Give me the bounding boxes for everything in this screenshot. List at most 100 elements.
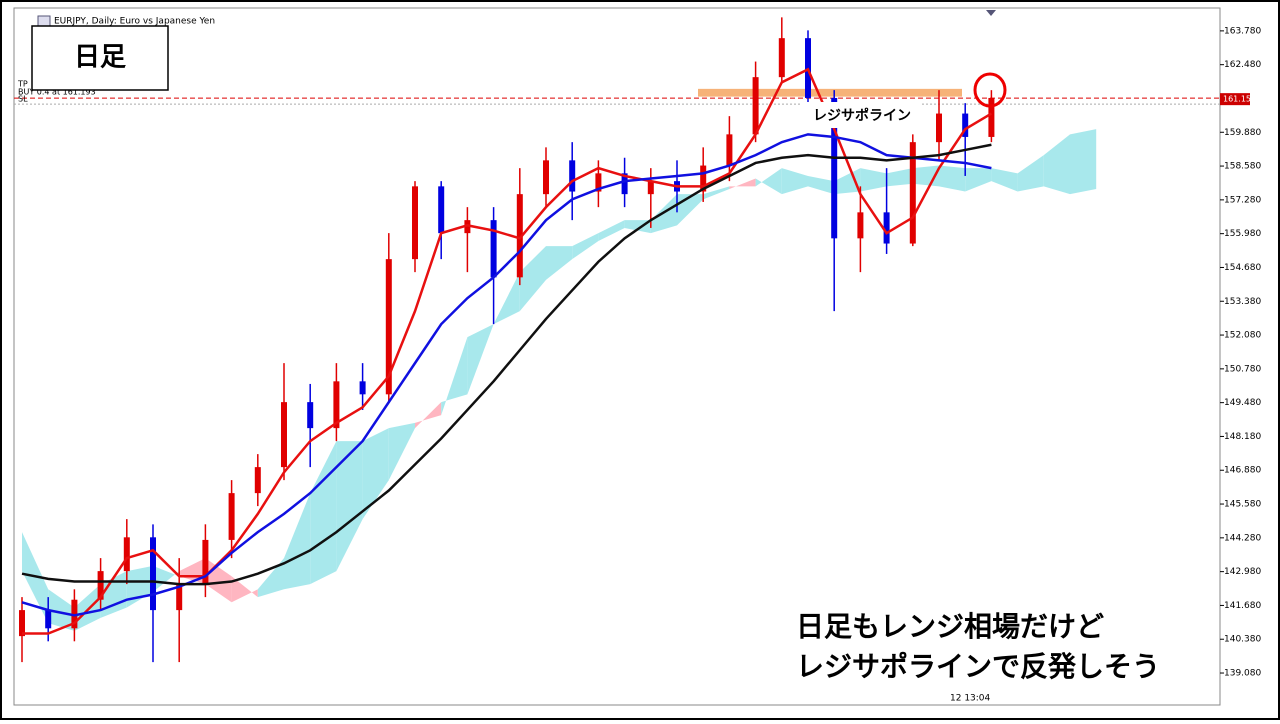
cloud-segment (572, 233, 599, 260)
y-tick-label: 152.080 (1224, 331, 1261, 341)
cloud-segment (1017, 155, 1044, 192)
candle-body (281, 402, 287, 468)
candle-body (988, 97, 995, 137)
candle-body (359, 381, 366, 395)
price-tag (1220, 93, 1250, 106)
cloud-segment (48, 589, 75, 631)
cloud-segment (808, 175, 835, 195)
cloud-segment (519, 246, 546, 312)
cloud-segment (493, 272, 520, 325)
comment-line: 日足もレンジ相場だけど (796, 610, 1104, 643)
y-tick-label: 141.680 (1224, 601, 1261, 611)
y-tick-label: 154.680 (1224, 263, 1261, 273)
y-tick-label: 144.280 (1224, 533, 1261, 543)
cloud-segment (231, 576, 258, 603)
candle-body (123, 537, 130, 572)
y-tick-label: 149.480 (1224, 398, 1261, 408)
candle-body (726, 134, 733, 166)
shift-marker (986, 10, 996, 16)
cloud-segment (965, 168, 992, 192)
cloud-segment (310, 441, 337, 585)
candle-body (228, 493, 235, 540)
y-tick-label: 146.880 (1224, 466, 1261, 476)
moving-average (21, 143, 992, 586)
y-tick-label: 162.480 (1224, 60, 1261, 70)
candle-body (909, 142, 916, 244)
chart-title: EURJPY, Daily: Euro vs Japanese Yen (54, 17, 215, 27)
cloud-segment (886, 168, 913, 187)
cloud-segment (284, 493, 311, 590)
zone-label: レジサポライン (813, 107, 911, 124)
sl-label: SL (18, 95, 28, 104)
cloud-segment (22, 532, 49, 624)
candle-body (569, 160, 576, 192)
candle-body (333, 381, 340, 429)
cloud-segment (153, 565, 180, 592)
resistance-zone (698, 88, 962, 97)
zone-label-bg (802, 102, 920, 128)
candle-body (176, 584, 183, 611)
y-tick-label: 150.780 (1224, 364, 1261, 374)
trade-label: BUY 0.4 at 161.193 (18, 88, 96, 97)
cloud-segment (388, 422, 415, 481)
comment-line: レジサポラインで反発しそう (796, 650, 1160, 683)
timeframe-label: 日足 (74, 43, 126, 73)
y-tick-label: 157.280 (1224, 195, 1261, 205)
cloud-segment (703, 186, 730, 200)
cloud-segment (860, 168, 887, 192)
candle-body (778, 38, 785, 78)
candle-body (595, 173, 602, 192)
candle-body (621, 173, 628, 195)
candle-body (202, 539, 209, 585)
y-tick-label: 158.580 (1224, 162, 1261, 172)
candle-body (516, 194, 523, 278)
cloud-segment (991, 168, 1018, 192)
y-tick-label: 145.580 (1224, 500, 1261, 510)
candle-body (412, 186, 418, 260)
cloud-segment (126, 565, 153, 608)
y-tick-label: 153.380 (1224, 297, 1261, 307)
cloud-segment (546, 246, 573, 280)
candle-body (857, 212, 864, 239)
candle-body (19, 610, 25, 637)
tp-label: TP (17, 80, 28, 89)
candle-body (831, 97, 838, 239)
candle-body (45, 610, 52, 629)
cloud-segment (467, 324, 494, 395)
cloud-segment (1043, 134, 1070, 195)
y-tick-label: 140.380 (1224, 635, 1261, 645)
y-tick-label: 159.880 (1224, 128, 1261, 138)
candle-body (543, 160, 549, 195)
cloud-segment (257, 558, 284, 598)
cloud-segment (755, 168, 782, 195)
y-tick-label: 139.080 (1224, 669, 1261, 679)
candle-body (883, 212, 890, 244)
cloud-segment (441, 337, 468, 416)
price-tag-label: 161.154 (1223, 95, 1256, 104)
cloud-segment (729, 178, 756, 189)
candle-body (752, 77, 759, 135)
candle-body (254, 467, 261, 494)
y-tick-label: 163.780 (1224, 26, 1261, 36)
time-label: 12 13:04 (950, 694, 991, 704)
candle-body (71, 599, 78, 629)
candle-body (962, 113, 969, 137)
cloud-segment (362, 428, 389, 520)
label-box (31, 25, 169, 91)
highlight-circle (973, 72, 1007, 108)
cloud-segment (336, 441, 363, 572)
plot-area (13, 7, 1221, 706)
candle-body (150, 537, 156, 611)
candle-body (700, 165, 707, 192)
candle-body (385, 259, 392, 395)
y-tick-label: 148.180 (1224, 432, 1261, 442)
candle-body (936, 113, 942, 143)
cloud-segment (781, 168, 808, 195)
y-tick-label: 142.980 (1224, 567, 1261, 577)
chart-icon (37, 15, 51, 27)
y-tick-label: 155.980 (1224, 229, 1261, 239)
candle-body (647, 181, 654, 195)
candle-body (438, 186, 445, 234)
candle-body (97, 571, 104, 600)
